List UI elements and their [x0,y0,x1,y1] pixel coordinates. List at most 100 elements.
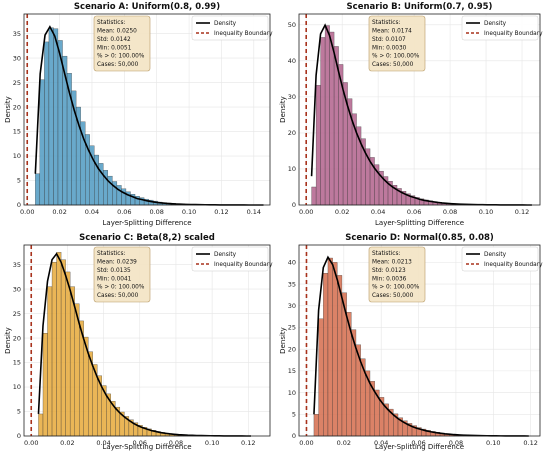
histogram-bar [35,173,41,206]
legend-boundary-label: Inequality Boundary [484,31,543,37]
y-tick-label: 50 [288,21,296,29]
histogram-bar [60,259,66,437]
x-tick-label: 0.12 [214,208,228,216]
axes-frame [298,13,541,206]
y-tick-label: 15 [13,128,21,136]
y-tick-label: 10 [288,389,296,397]
y-tick-label: 35 [288,280,296,288]
y-axis-label: Density [4,96,12,123]
statistics-line: Cases: 50,000 [372,62,414,68]
statistics-line: Std: 0.0135 [97,268,131,274]
x-tick-label: 0.06 [133,439,147,447]
histogram-bar [327,257,333,437]
x-tick-label: 0.00 [24,439,38,447]
histogram-bar [324,25,330,206]
statistics-line: Std: 0.0107 [372,37,406,43]
panel-scenario-a: 0.00 0.02 0.04 0.06 0.08 0.10 0.12 0.14 0 5 10 15 20… [4,2,273,227]
x-tick-label: 0.08 [443,208,457,216]
x-axis-label: Layer-Splitting Difference [375,443,464,451]
statistics-line: Mean: 0.0174 [372,29,412,35]
x-tick-label: 0.02 [335,208,349,216]
statistics-line: Mean: 0.0239 [97,260,137,266]
x-tick-label: 0.08 [449,439,463,447]
statistics-title: Statistics: [372,251,400,257]
y-tick-label: 35 [13,30,21,38]
y-tick-label: 5 [17,408,21,416]
statistics-line: Min: 0.0036 [372,276,407,282]
panel-scenario-b: 0.00 0.02 0.04 0.06 0.08 0.10 0.12 0 10 20 30 40 50 S… [279,2,543,227]
x-tick-label: 0.10 [479,208,493,216]
x-tick-label: 0.12 [523,439,537,447]
histogram-bar [42,333,48,437]
y-tick-label: 30 [13,54,21,62]
statistics-line: % > 0: 100.00% [97,285,145,291]
legend-box [461,15,539,41]
statistics-line: Std: 0.0123 [372,268,406,274]
y-tick-label: 15 [288,367,296,375]
y-tick-label: 25 [13,310,21,318]
x-tick-label: 0.10 [486,439,500,447]
legend-density-label: Density [484,252,507,258]
x-tick-label: 0.06 [117,208,131,216]
legend-box [191,246,269,272]
legend-box [191,15,269,41]
histogram-bar [47,286,53,437]
statistics-title: Statistics: [97,20,125,26]
x-tick-label: 0.10 [182,208,196,216]
histogram-bar [332,262,338,437]
statistics-box [93,15,151,72]
statistics-box [93,246,151,303]
histogram-bar [318,318,324,437]
statistics-title: Statistics: [97,251,125,257]
x-tick-label: 0.04 [374,439,388,447]
chart-title: Scenario A: Uniform(0.8, 0.99) [74,2,220,12]
y-tick-label: 30 [288,302,296,310]
x-tick-label: 0.04 [96,439,110,447]
x-tick-label: 0.04 [85,208,99,216]
axes-frame [298,244,541,437]
histogram-bar [53,28,59,206]
legend-density-label: Density [214,252,237,258]
y-tick-label: 20 [13,103,21,111]
y-tick-label: 20 [13,334,21,342]
statistics-line: % > 0: 100.00% [372,54,420,60]
histogram-bar [315,85,321,206]
x-tick-label: 0.06 [407,208,421,216]
statistics-line: Min: 0.0041 [97,276,132,282]
y-tick-label: 0 [17,201,21,209]
histogram-bar [39,79,45,206]
x-tick-label: 0.12 [515,208,529,216]
axes-frame [23,244,271,437]
histogram-bar [69,286,75,437]
histogram-bar [323,273,329,437]
histogram-bar [337,275,343,437]
x-axis-label: Layer-Splitting Difference [375,219,464,227]
chart-title: Scenario B: Uniform(0.7, 0.95) [347,2,493,12]
y-tick-label: 0 [292,201,296,209]
x-tick-label: 0.08 [169,439,183,447]
x-tick-label: 0.06 [411,439,425,447]
x-tick-label: 0.00 [299,208,313,216]
statistics-line: Min: 0.0051 [97,45,132,51]
statistics-box [368,246,426,303]
y-tick-label: 10 [13,152,21,160]
y-tick-label: 0 [17,432,21,440]
chart-title: Scenario C: Beta(8,2) scaled [79,233,215,243]
y-tick-label: 20 [288,129,296,137]
y-tick-label: 10 [13,383,21,391]
legend-boundary-label: Inequality Boundary [214,31,273,37]
x-tick-label: 0.02 [60,439,74,447]
statistics-line: Cases: 50,000 [97,62,139,68]
panel-scenario-d: 0.00 0.02 0.04 0.06 0.08 0.10 0.12 0 5 10 15 20 25 30… [279,233,543,451]
y-tick-label: 20 [288,345,296,353]
legend-density-label: Density [484,21,507,27]
legend-box [461,246,539,272]
histogram-bar [313,414,319,437]
y-tick-label: 30 [288,93,296,101]
y-tick-label: 5 [292,410,296,418]
y-tick-label: 40 [288,259,296,267]
x-tick-label: 0.12 [241,439,255,447]
chart-title: Scenario D: Normal(0.85, 0.08) [345,233,494,243]
legend-density-label: Density [214,21,237,27]
